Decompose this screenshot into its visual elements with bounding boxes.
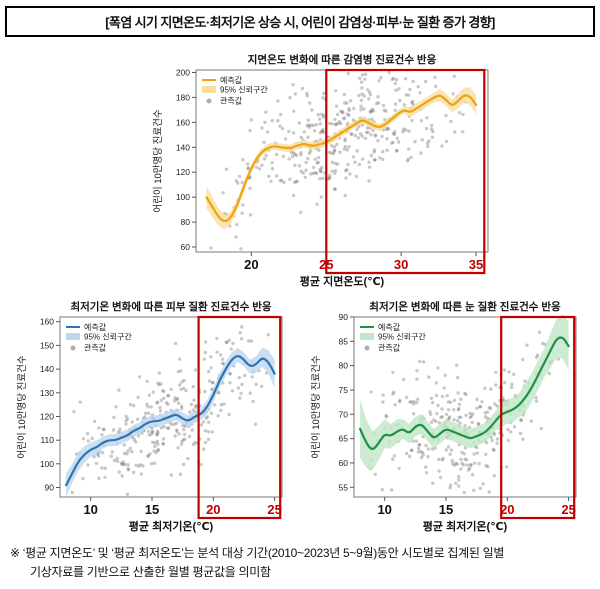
svg-text:130: 130 <box>40 388 54 398</box>
svg-text:지면온도 변화에 따른 감염병 진료건수 반응: 지면온도 변화에 따른 감염병 진료건수 반응 <box>248 53 437 66</box>
svg-text:60: 60 <box>339 458 349 468</box>
svg-text:관측값: 관측값 <box>84 343 107 353</box>
footnote-line1: ※ ‘평균 지면온도’ 및 ‘평균 최저온도’는 분석 대상 기간(2010~2… <box>10 546 505 560</box>
svg-text:85: 85 <box>339 336 349 346</box>
svg-text:30: 30 <box>394 257 408 272</box>
svg-text:140: 140 <box>176 142 190 152</box>
svg-text:200: 200 <box>176 68 190 78</box>
eye-plot-svg: 55 60 65 70 75 80 85 90 10 15 20 25 최저기온 변화에 따른 눈 질환… <box>311 300 577 533</box>
svg-text:75: 75 <box>339 385 349 395</box>
svg-text:100: 100 <box>40 459 54 469</box>
eye-disease-vs-min-temp-chart: 55 60 65 70 75 80 85 90 10 15 20 25 최저기온 변화에 따른 눈 질환… <box>308 297 586 535</box>
footnote-line2: 기상자료를 기반으로 산출한 월별 평균값을 의미함 <box>30 564 271 579</box>
svg-text:25: 25 <box>267 502 281 517</box>
svg-text:예측값: 예측값 <box>84 322 107 332</box>
svg-text:95% 신뢰구간: 95% 신뢰구간 <box>220 85 268 95</box>
svg-text:평균 최저기온(℃): 평균 최저기온(℃) <box>423 519 508 533</box>
footnote: ※ ‘평균 지면온도’ 및 ‘평균 최저온도’는 분석 대상 기간(2010~2… <box>10 544 592 581</box>
svg-text:15: 15 <box>439 502 453 517</box>
skin-disease-vs-min-temp-chart: 90 100 110 120 130 140 150 160 10 15 20 25 최저기온 변화에 … <box>14 297 292 535</box>
svg-text:65: 65 <box>339 434 349 444</box>
svg-text:90: 90 <box>45 483 55 493</box>
svg-text:어린이 10만명당 진료건수: 어린이 10만명당 진료건수 <box>153 109 164 213</box>
svg-text:평균 최저기온(℃): 평균 최저기온(℃) <box>129 519 214 533</box>
svg-text:20: 20 <box>206 502 220 517</box>
svg-text:예측값: 예측값 <box>220 75 243 85</box>
svg-text:최저기온 변화에 따른 피부 질환 진료건수 반응: 최저기온 변화에 따른 피부 질환 진료건수 반응 <box>70 300 271 313</box>
svg-text:55: 55 <box>339 482 349 492</box>
svg-text:평균 지면온도(℃): 평균 지면온도(℃) <box>300 274 385 288</box>
svg-text:20: 20 <box>500 502 514 517</box>
svg-text:160: 160 <box>40 317 54 327</box>
svg-text:25: 25 <box>561 502 575 517</box>
svg-text:110: 110 <box>40 435 54 445</box>
svg-text:60: 60 <box>181 242 191 252</box>
svg-text:150: 150 <box>40 340 54 350</box>
svg-text:20: 20 <box>244 257 258 272</box>
svg-text:120: 120 <box>40 412 54 422</box>
svg-text:예측값: 예측값 <box>378 322 401 332</box>
svg-text:어린이 10만명당 진료건수: 어린이 10만명당 진료건수 <box>17 355 28 459</box>
svg-text:35: 35 <box>469 257 483 272</box>
svg-text:70: 70 <box>339 409 349 419</box>
svg-text:90: 90 <box>339 312 349 322</box>
svg-text:80: 80 <box>339 361 349 371</box>
svg-text:10: 10 <box>83 502 97 517</box>
figure-title: [폭염 시기 지면온도·최저기온 상승 시, 어린이 감염성·피부·눈 질환 증… <box>5 6 595 37</box>
infection-vs-ground-temp-chart: 60 80 100 120 140 160 180 200 20 25 30 35 지면온도 변화에 따… <box>150 50 498 290</box>
svg-text:95% 신뢰구간: 95% 신뢰구간 <box>84 332 132 342</box>
svg-text:관측값: 관측값 <box>378 343 401 353</box>
svg-text:어린이 10만명당 진료건수: 어린이 10만명당 진료건수 <box>311 355 322 459</box>
svg-text:120: 120 <box>176 167 190 177</box>
svg-text:140: 140 <box>40 364 54 374</box>
svg-text:최저기온 변화에 따른 눈 질환 진료건수 반응: 최저기온 변화에 따른 눈 질환 진료건수 반응 <box>369 300 561 313</box>
svg-text:15: 15 <box>145 502 159 517</box>
svg-text:10: 10 <box>377 502 391 517</box>
svg-text:관측값: 관측값 <box>220 96 243 106</box>
svg-text:160: 160 <box>176 117 190 127</box>
svg-text:80: 80 <box>181 217 191 227</box>
svg-text:180: 180 <box>176 92 190 102</box>
svg-text:95% 신뢰구간: 95% 신뢰구간 <box>378 332 426 342</box>
svg-text:100: 100 <box>176 192 190 202</box>
skin-plot-svg: 90 100 110 120 130 140 150 160 10 15 20 25 최저기온 변화에 … <box>17 300 283 533</box>
